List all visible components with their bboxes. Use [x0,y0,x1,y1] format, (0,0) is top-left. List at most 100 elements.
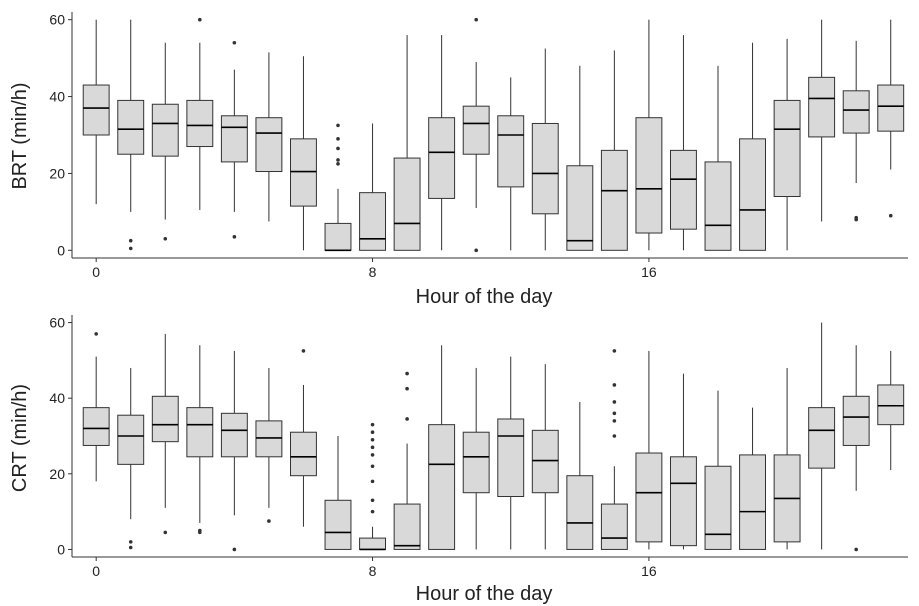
box-hour-7 [324,436,352,550]
y-tick-label: 20 [49,466,65,482]
y-tick-label: 0 [57,242,65,258]
box-hour-14 [566,65,594,251]
box-iqr [877,84,905,132]
box-iqr [428,424,456,550]
box-hour-15 [600,349,628,550]
box-hour-23 [877,19,905,218]
box-hour-12 [497,77,525,251]
outlier-point [128,545,133,550]
box-iqr [600,503,628,550]
box-hour-14 [566,401,594,550]
outlier-point [94,332,98,336]
box-iqr [393,503,421,550]
box-iqr [566,475,594,550]
box-iqr [220,115,248,163]
box-iqr [773,99,801,197]
box-hour-11 [462,367,490,550]
box-iqr [600,149,628,251]
outlier-point [128,540,133,544]
box-iqr [324,222,352,251]
y-tick-label: 40 [49,390,65,406]
box-iqr [842,395,870,446]
outlier-point [232,40,237,45]
box-hour-6 [290,349,317,527]
box-iqr [359,192,387,251]
outlier-point [405,417,409,421]
outlier-point [370,479,375,484]
box-hour-17 [670,35,697,251]
y-tick-label: 60 [49,12,65,28]
box-hour-3 [186,17,214,210]
outlier-point [370,509,375,514]
box-hour-2 [151,42,179,241]
box-hour-18 [704,390,732,550]
box-iqr [359,537,387,550]
box-hour-17 [670,373,697,550]
box-hour-16 [635,350,663,550]
panel-brt: BRT (min/h) Hour of the day 0 20 40 60 0 8 16 [9,12,908,308]
outlier-point [474,17,478,22]
outlier-point [370,445,375,450]
outlier-point [612,383,617,387]
outlier-point [336,162,340,166]
box-iqr [739,138,766,251]
x-tick-label: 16 [641,264,657,280]
y-tick-label: 40 [49,89,65,105]
box-iqr [151,395,179,443]
outlier-point [336,123,340,128]
box-iqr [151,103,179,157]
outlier-point [301,349,306,353]
box-iqr [842,90,870,134]
x-tick-label: 0 [92,563,100,579]
x-tick-label: 8 [369,264,377,280]
outlier-point [612,411,617,416]
box-hour-23 [877,350,905,471]
box-iqr [255,420,283,458]
outlier-point [612,434,617,438]
box-hour-19 [739,42,766,251]
outlier-point [612,400,617,404]
box-hour-12 [497,356,525,550]
outlier-point [128,246,133,251]
box-hour-19 [739,407,766,550]
box-hour-20 [773,38,801,251]
box-iqr [82,407,110,446]
box-iqr [635,117,663,234]
outlier-point [336,146,340,151]
box-iqr [186,407,214,458]
box-hour-0 [82,332,110,482]
outlier-point [888,213,893,218]
box-hour-8 [359,123,387,251]
box-hour-1 [117,19,145,251]
outlier-point [163,530,168,535]
box-iqr [531,122,559,215]
box-hour-1 [117,367,145,550]
box-iqr [704,465,732,550]
outlier-point [612,349,617,353]
outlier-point [232,235,237,239]
box-iqr [428,117,456,199]
box-hour-9 [393,35,421,251]
outlier-point [370,453,375,457]
box-iqr [497,115,525,188]
outlier-point [854,215,858,220]
outlier-point [336,158,340,162]
box-iqr [497,418,525,497]
box-iqr [462,431,490,494]
box-iqr [324,499,352,550]
outlier-point [370,430,375,435]
outlier-point [405,371,409,376]
box-hour-11 [462,17,490,253]
outlier-point [474,248,478,253]
box-iqr [808,407,836,469]
box-iqr [670,456,697,547]
box-hour-0 [82,19,110,205]
y-tick-label: 20 [49,165,65,181]
outlier-point [336,137,340,141]
outlier-point [198,17,202,22]
box-hour-10 [428,345,456,550]
box-iqr [808,76,836,138]
outlier-point [405,386,409,391]
box-iqr [82,84,110,136]
